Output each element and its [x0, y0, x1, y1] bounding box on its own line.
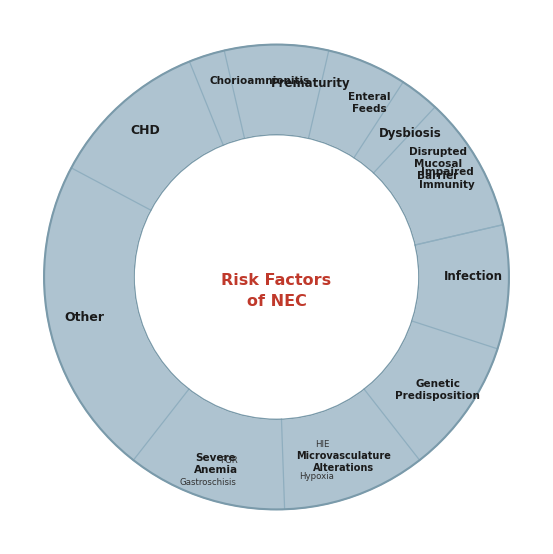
Text: Severe
Anemia: Severe Anemia: [194, 453, 238, 475]
Text: Infection: Infection: [444, 270, 503, 284]
Text: FGR: FGR: [220, 455, 238, 465]
Text: Microvasculature
Alterations: Microvasculature Alterations: [296, 451, 392, 473]
Text: Risk Factors
of NEC: Risk Factors of NEC: [221, 273, 332, 309]
Text: CHD: CHD: [130, 124, 160, 137]
Text: Prematurity: Prematurity: [271, 76, 351, 90]
Text: Other: Other: [64, 311, 104, 325]
Text: Dysbiosis: Dysbiosis: [379, 126, 442, 140]
Circle shape: [134, 135, 419, 419]
Circle shape: [44, 44, 509, 510]
Text: Impaired
Immunity: Impaired Immunity: [419, 167, 475, 190]
Text: Enteral
Feeds: Enteral Feeds: [348, 92, 390, 114]
Text: HIE: HIE: [315, 440, 329, 449]
Text: Hypoxia: Hypoxia: [299, 471, 334, 481]
Text: Genetic
Predisposition: Genetic Predisposition: [395, 379, 480, 401]
Text: Gastroschisis: Gastroschisis: [180, 478, 237, 488]
Text: Chorioamnionitis: Chorioamnionitis: [209, 76, 310, 86]
Text: Disrupted
Mucosal
Barrier: Disrupted Mucosal Barrier: [409, 147, 467, 182]
